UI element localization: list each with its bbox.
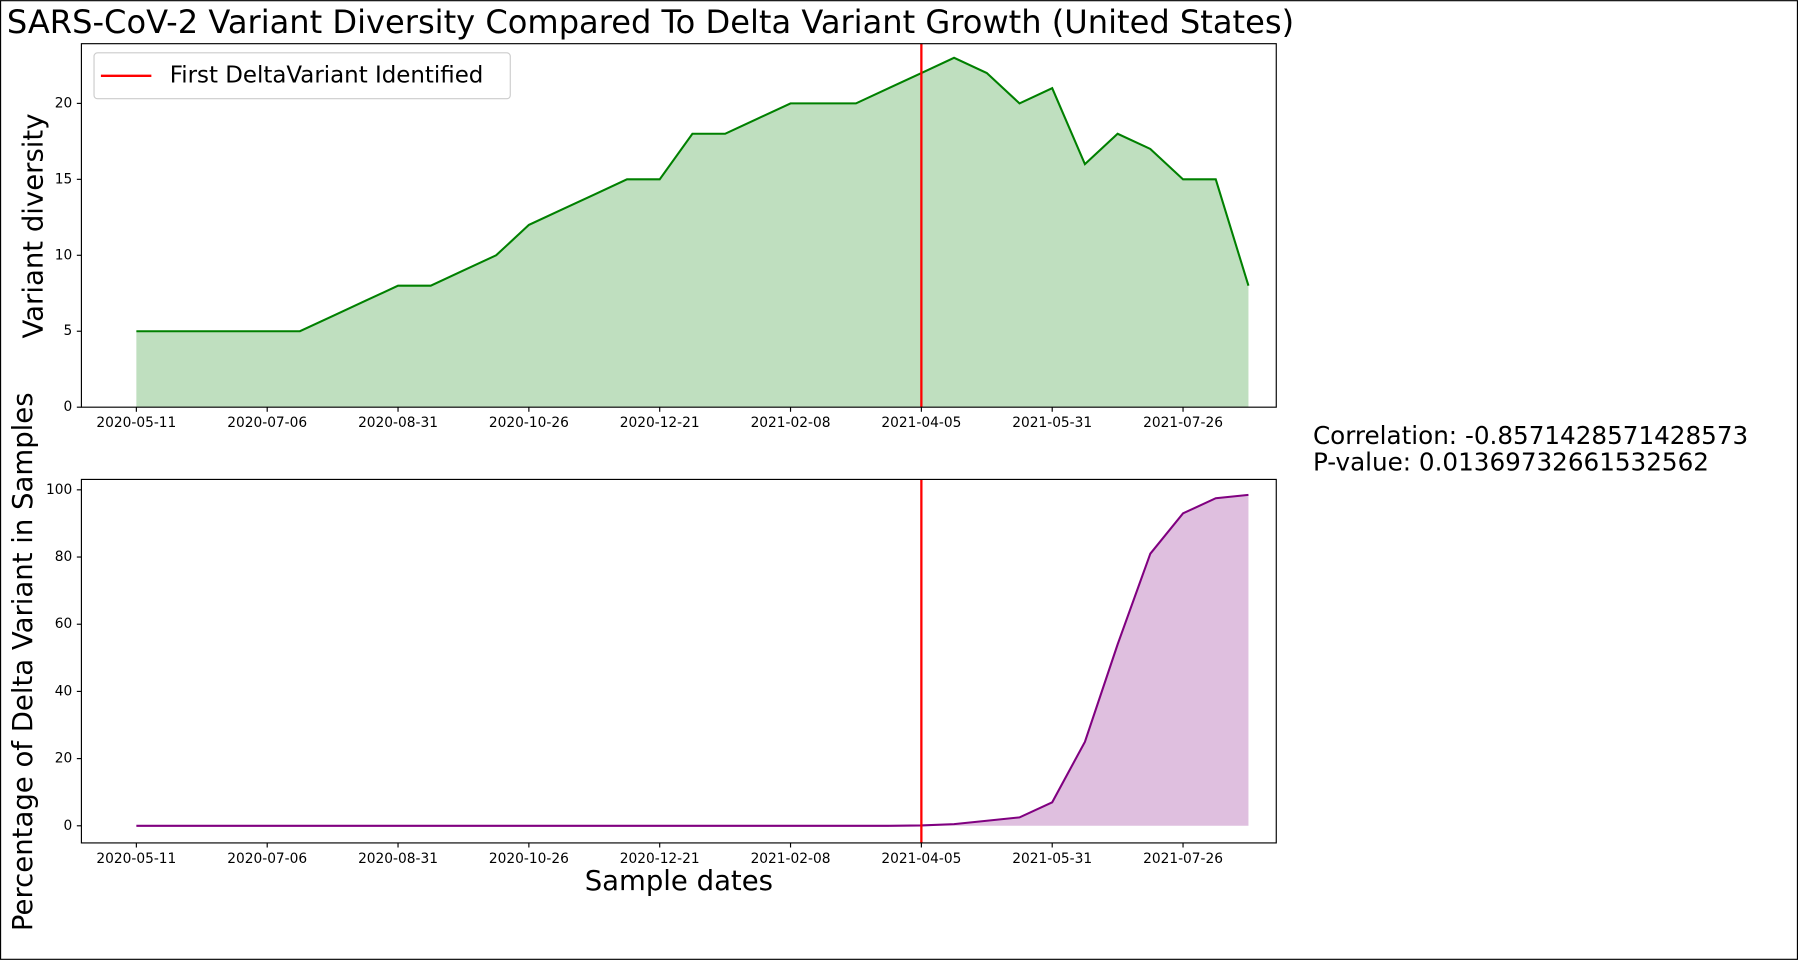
x-tick-label: 2021-07-26 xyxy=(1143,851,1223,867)
x-tick-label: 2020-08-31 xyxy=(358,415,438,431)
x-tick-label: 2020-12-21 xyxy=(620,415,700,431)
line xyxy=(136,56,1250,333)
x-tick-label: 2020-07-06 xyxy=(227,415,307,431)
figure-title: SARS-CoV-2 Variant Diversity Compared To… xyxy=(7,3,1294,41)
annotation: P-value: 0.01369732661532562 xyxy=(1313,447,1709,476)
y-tick-label: 60 xyxy=(55,616,73,632)
y-tick-label: 20 xyxy=(55,95,73,111)
x-tick-label: 2021-05-31 xyxy=(1012,415,1092,431)
plot-frame xyxy=(80,478,1277,844)
legend-box xyxy=(93,52,511,100)
x-tick-label: 2021-02-08 xyxy=(751,851,831,867)
x-tick-label: 2020-07-06 xyxy=(227,851,307,867)
y-tick-label: 80 xyxy=(55,549,73,565)
line xyxy=(136,493,1249,827)
y-tick-label: 5 xyxy=(63,323,72,339)
x-tick-label: 2020-08-31 xyxy=(358,851,438,867)
x-tick-label: 2021-05-31 xyxy=(1012,851,1092,867)
annotation: Correlation: -0.8571428571428573 xyxy=(1313,421,1748,450)
x-axis-label: Sample dates xyxy=(585,865,773,897)
area-fill xyxy=(136,57,1249,408)
x-tick-label: 2021-02-08 xyxy=(751,415,831,431)
y-tick-label: 100 xyxy=(46,482,72,498)
x-tick-label: 2020-05-11 xyxy=(96,851,176,867)
x-tick-label: 2021-04-05 xyxy=(881,851,961,867)
plot-frame xyxy=(80,43,1277,408)
x-tick-label: 2021-07-26 xyxy=(1143,415,1223,431)
y-tick-label: 0 xyxy=(63,399,72,415)
y-tick-label: 10 xyxy=(55,247,73,263)
y-axis-label: Variant diversity xyxy=(17,113,49,338)
area-fill xyxy=(136,494,1249,826)
x-tick-label: 2021-04-05 xyxy=(881,415,961,431)
y-tick-label: 0 xyxy=(63,818,72,834)
x-tick-label: 2020-12-21 xyxy=(620,851,700,867)
y-tick-label: 40 xyxy=(55,683,73,699)
x-tick-label: 2020-10-26 xyxy=(489,851,569,867)
y-tick-label: 15 xyxy=(55,171,73,187)
y-tick-label: 20 xyxy=(55,751,73,767)
x-tick-label: 2020-10-26 xyxy=(489,415,569,431)
x-tick-label: 2020-05-11 xyxy=(96,415,176,431)
legend-label: First DeltaVariant Identified xyxy=(170,62,484,88)
y-axis-label: Percentage of Delta Variant in Samples xyxy=(7,392,39,931)
